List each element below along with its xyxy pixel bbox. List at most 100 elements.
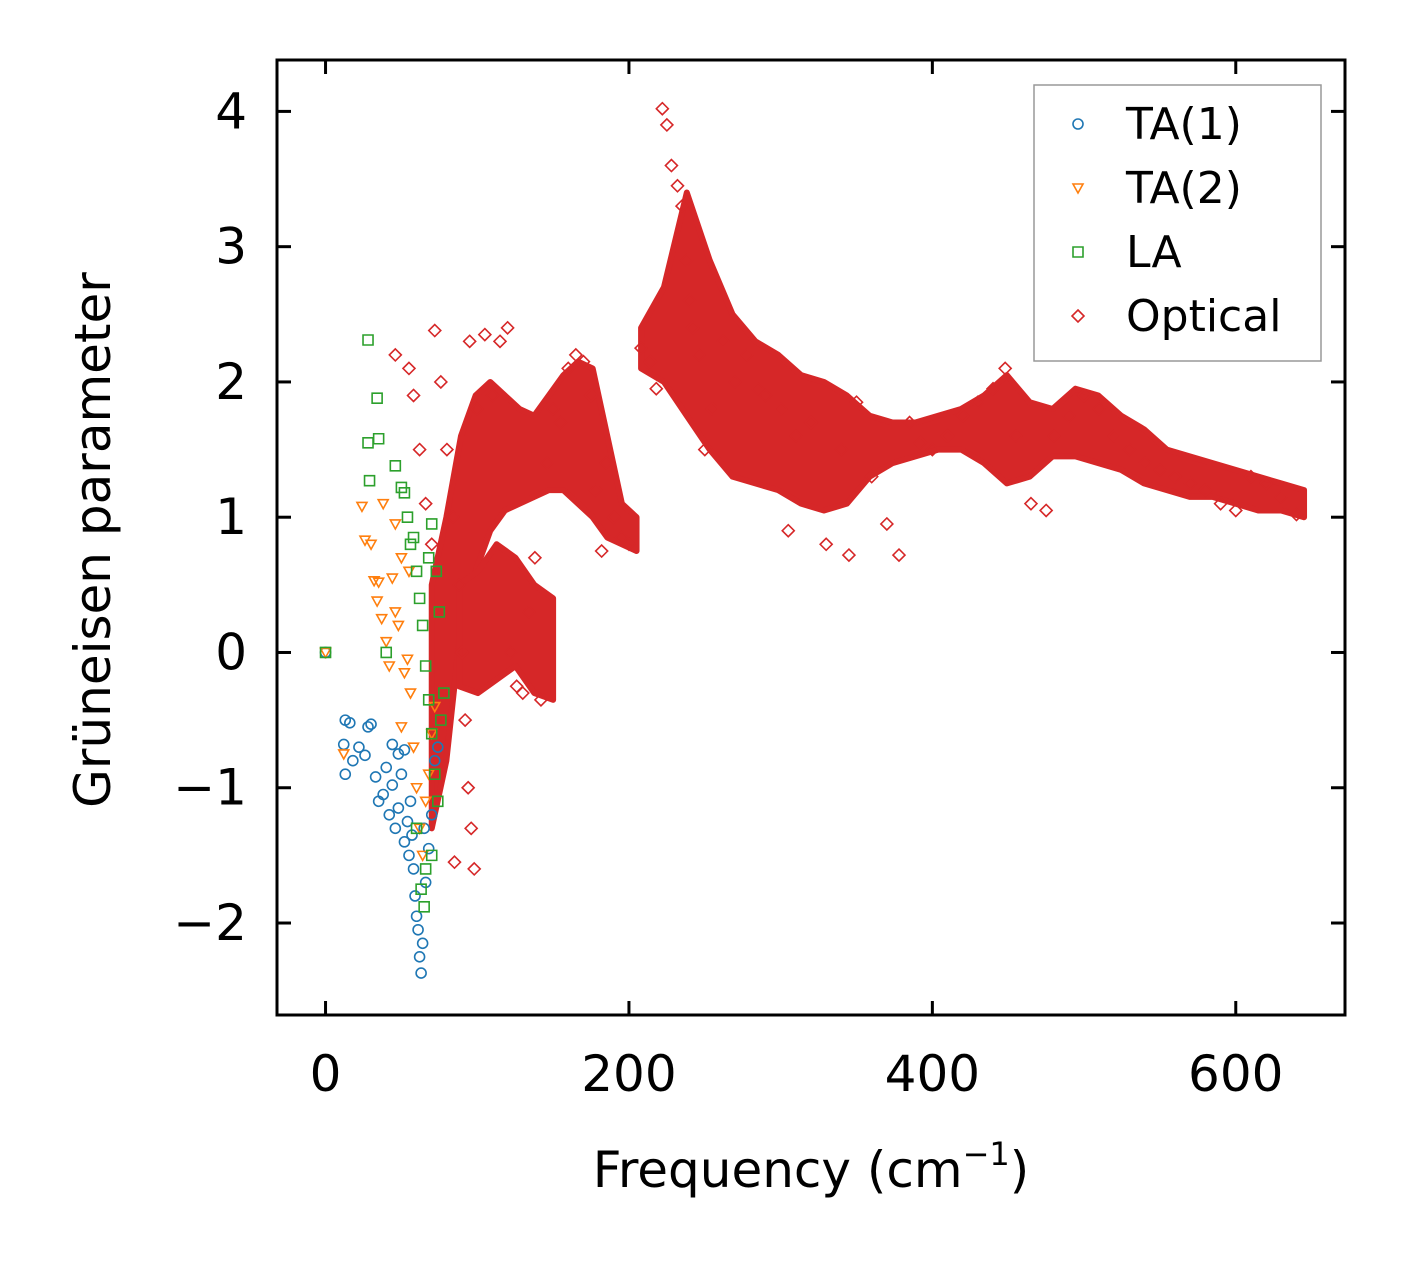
y-tick-label: −2 [173, 894, 247, 952]
data-point-ta-1 [415, 967, 427, 979]
data-point-ta-2 [422, 769, 436, 781]
data-point-ta-1 [344, 717, 356, 729]
data-point-optical [406, 388, 421, 403]
data-point-optical [705, 401, 720, 417]
data-point-ta-1 [383, 809, 396, 821]
data-point-la [363, 474, 376, 487]
optical-band-2 [456, 541, 557, 703]
data-point-optical [1274, 489, 1289, 505]
data-point-ta-1 [401, 815, 414, 828]
data-point-ta-1 [403, 849, 415, 862]
data-point-ta-1 [404, 795, 417, 808]
data-point-la [407, 531, 420, 544]
series-ta-1 [319, 646, 444, 979]
data-point-optical [1008, 428, 1023, 444]
y-tick-label: 2 [215, 353, 247, 411]
data-point-ta-2 [428, 701, 442, 714]
data-point-la [410, 565, 423, 578]
data-point-optical [477, 327, 492, 342]
data-point-ta-2 [367, 575, 381, 588]
data-point-optical [461, 780, 476, 795]
data-point-ta-1 [339, 768, 352, 781]
data-point-optical [674, 198, 690, 214]
data-point-ta-2 [398, 667, 411, 680]
data-point-la [362, 334, 374, 346]
data-point-ta-1 [418, 822, 430, 835]
data-point-optical [841, 547, 857, 563]
data-point-optical [715, 334, 731, 349]
data-point-ta-2 [395, 552, 408, 565]
y-axis-title: Grüneisen parameter [64, 272, 122, 808]
data-point-optical [1076, 388, 1092, 403]
data-point-la [433, 606, 446, 618]
data-point-optical [773, 401, 788, 417]
x-tick-label: 200 [581, 1045, 676, 1103]
data-point-ta-1 [425, 809, 438, 821]
data-point-ta-2 [364, 539, 378, 551]
series-ta-2 [319, 498, 442, 863]
data-point-ta-1 [377, 788, 389, 801]
data-point-ta-2 [419, 796, 433, 808]
data-point-ta-1 [359, 749, 371, 762]
data-point-optical [561, 361, 576, 376]
data-point-ta-2 [337, 749, 351, 761]
data-point-ta-2 [388, 519, 402, 531]
data-point-optical [470, 401, 485, 417]
data-point-optical [545, 401, 561, 417]
data-point-ta-1 [407, 863, 420, 875]
data-point-ta-2 [385, 573, 399, 585]
data-point-optical [1152, 462, 1168, 477]
data-point-ta-1 [398, 836, 411, 848]
data-point-optical [401, 361, 417, 376]
data-point-ta-1 [409, 890, 421, 902]
axis-ticks [277, 60, 1345, 1015]
data-point-optical [467, 861, 482, 877]
data-point-la [404, 538, 417, 551]
x-axis-title: Frequency (cm−1) [593, 1135, 1030, 1199]
y-tick-label: 4 [215, 82, 247, 140]
data-point-la [428, 768, 441, 781]
data-point-optical [539, 455, 555, 471]
x-axis-title-superscript: −1 [963, 1135, 1010, 1173]
data-point-optical [521, 604, 536, 620]
x-tick-label: 0 [310, 1045, 342, 1103]
data-point-optical [445, 510, 461, 525]
data-point-optical [740, 347, 755, 363]
data-point-optical [1167, 469, 1183, 484]
data-point-optical [788, 428, 803, 444]
data-point-ta-2 [395, 722, 408, 734]
data-point-la [438, 687, 450, 699]
data-point-optical [1198, 483, 1213, 498]
data-point-optical [594, 543, 609, 559]
data-point-ta-1 [392, 802, 405, 814]
data-point-optical [588, 483, 603, 498]
data-points [319, 101, 1304, 979]
plot-frame [275, 58, 1347, 1017]
data-point-optical [1061, 408, 1077, 423]
data-point-ta-2 [410, 782, 423, 795]
data-point-optical [649, 381, 664, 396]
data-point-optical [621, 537, 637, 552]
data-point-optical [925, 442, 940, 457]
data-point-ta-2 [401, 654, 414, 666]
data-point-la [371, 392, 383, 404]
data-point-optical [758, 388, 773, 403]
data-point-ta-1 [380, 761, 393, 774]
data-point-ta-1 [353, 741, 365, 753]
legend-label-ta-2: TA(2) [1125, 163, 1242, 214]
y-tick-label: −1 [173, 759, 247, 817]
data-point-optical [1023, 496, 1039, 511]
data-point-optical [1137, 455, 1152, 471]
data-point-optical [462, 334, 477, 349]
data-point-optical [643, 354, 658, 369]
data-point-la [389, 460, 402, 472]
data-point-ta-2 [404, 688, 417, 700]
data-point-optical [659, 117, 675, 133]
data-point-optical [697, 442, 712, 457]
data-point-optical [412, 442, 427, 457]
data-point-optical [913, 435, 928, 450]
data-point-optical [664, 158, 679, 173]
data-point-ta-2 [319, 647, 332, 660]
data-point-optical [728, 374, 743, 390]
data-point-optical [679, 253, 694, 268]
